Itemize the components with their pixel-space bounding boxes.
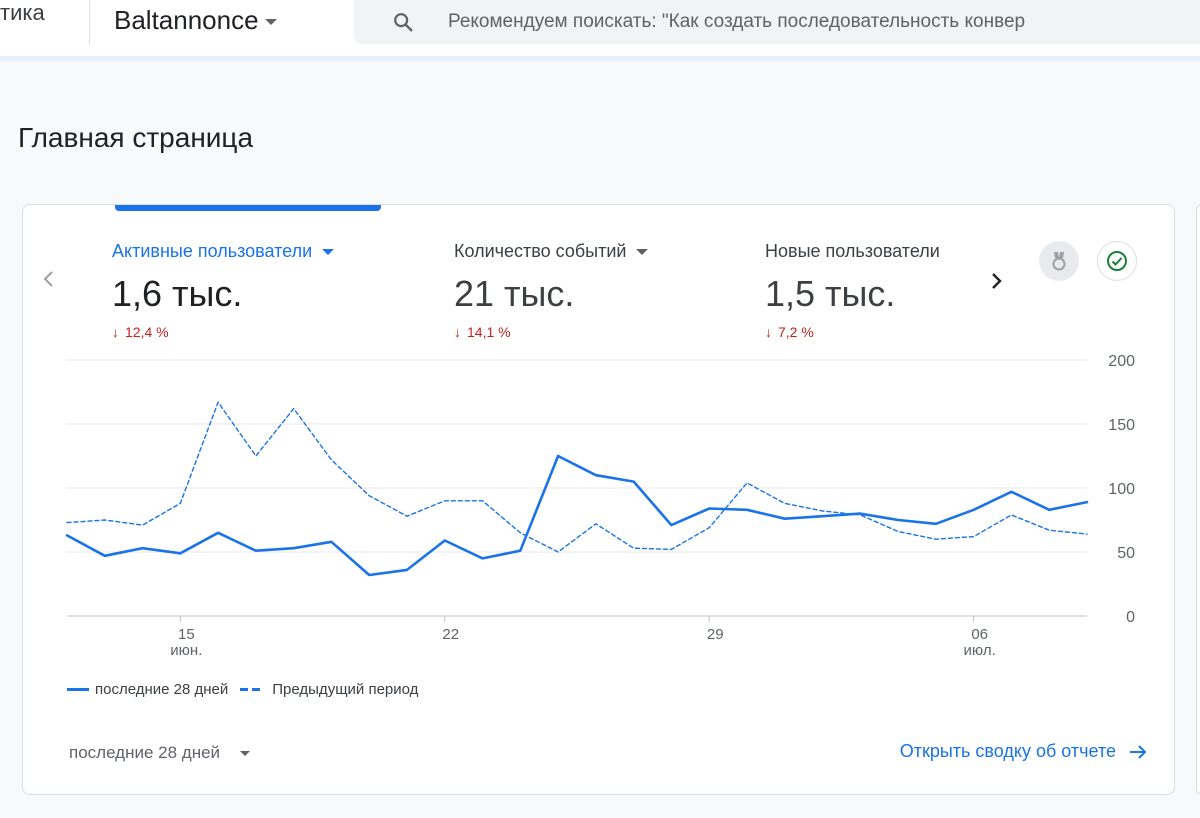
metric-change: 12,4 % [125,324,169,340]
legend-dashed-swatch [240,688,264,691]
metric-value: 1,6 тыс. [112,273,243,314]
metric-change: 14,1 % [467,324,511,340]
metric-value: 21 тыс. [454,273,575,314]
top-bar: тика Baltannonce Рекомендуем поискать: "… [0,0,1200,56]
legend-solid-swatch [67,688,89,691]
caret-down-icon [322,248,335,255]
series-line-previous [66,401,1088,553]
metric-active-users[interactable]: Активные пользователи 1,6 тыс. ↓ 12,4 % [112,241,335,340]
x-tick-label: 29 [707,626,724,643]
metric-label: Активные пользователи [112,241,313,261]
active-tab-indicator [115,205,381,211]
check-circle-icon[interactable] [1097,241,1137,281]
y-tick-label: 0 [1126,609,1135,626]
metric-new-users[interactable]: Новые пользователи 1,5 тыс. ↓ 7,2 % [765,241,940,340]
y-tick-label: 100 [1108,481,1135,498]
search-bar[interactable]: Рекомендуем поискать: "Как создать после… [354,0,1200,44]
header-divider [89,0,90,44]
chart-legend: последние 28 дней Предыдущий период [67,681,418,698]
caret-down-icon [636,248,649,255]
x-tick-label: июн. [170,642,202,659]
y-tick-label: 150 [1108,417,1135,434]
metric-label: Новые пользователи [765,241,940,261]
y-tick-label: 50 [1117,545,1135,562]
series-line-current [65,454,1089,577]
app-name: тика [0,0,45,25]
property-name: Baltannonce [114,4,259,35]
x-tick-label: 06 [971,626,988,643]
insights-badge-icon [1039,241,1079,281]
next-card-edge [1196,204,1200,795]
metric-change: 7,2 % [778,324,814,340]
legend-previous-label: Предыдущий период [272,681,419,698]
overview-card: Активные пользователи 1,6 тыс. ↓ 12,4 % К… [22,204,1175,795]
page-title: Главная страница [18,122,254,153]
date-range-label: последние 28 дней [69,743,221,762]
x-tick-label: 22 [442,626,459,643]
property-selector[interactable]: Baltannonce [114,3,277,37]
legend-current-label: последние 28 дней [95,681,229,698]
view-report-link[interactable]: Открыть сводку об отчете [900,741,1148,762]
chevron-right-icon[interactable] [984,269,1008,293]
arrow-right-icon [1130,744,1147,759]
date-range-select[interactable]: последние 28 дней [69,743,251,763]
metric-event-count[interactable]: Количество событий 21 тыс. ↓ 14,1 % [454,241,649,340]
caret-down-icon [240,750,251,756]
top-bar-strip [0,56,1200,61]
arrow-down-icon: ↓ [765,324,772,340]
check-icon [1107,251,1127,271]
arrow-down-icon: ↓ [454,324,461,340]
arrow-down-icon: ↓ [112,324,119,340]
chevron-left-icon[interactable] [37,267,61,291]
x-tick-label: 15 [178,626,195,643]
y-tick-label: 200 [1108,353,1135,370]
caret-down-icon [264,19,277,25]
view-report-label: Открыть сводку об отчете [899,741,1116,761]
metric-value: 1,5 тыс. [765,273,896,314]
metric-label: Количество событий [454,241,627,261]
ribbon-icon [1052,252,1066,271]
search-placeholder: Рекомендуем поискать: "Как создать после… [448,11,1026,32]
x-tick-label: июл. [964,642,996,659]
search-icon [394,13,413,32]
